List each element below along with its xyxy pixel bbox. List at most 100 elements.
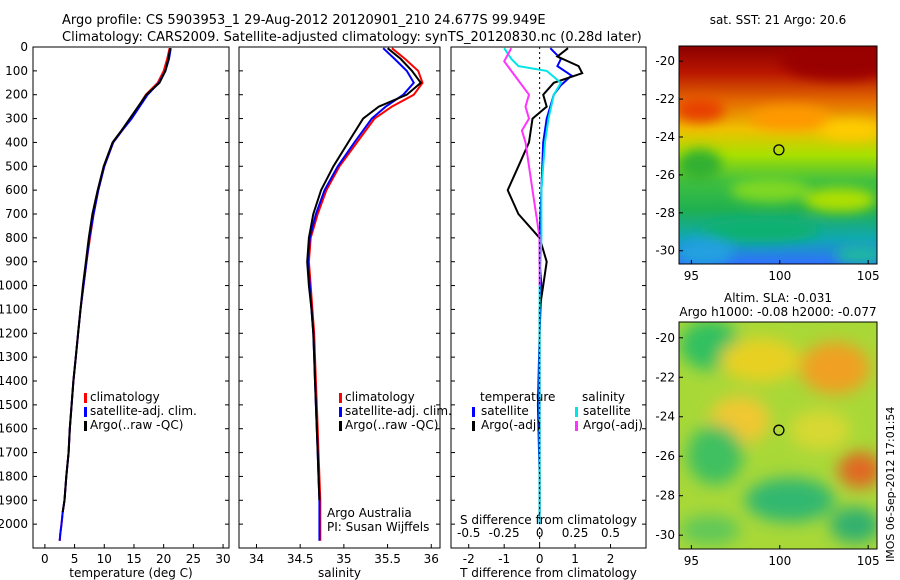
map-y-tick-label: -24 (655, 410, 675, 424)
top-x-tick-label: 0.5 (601, 526, 620, 540)
map-x-tick-label: 100 (768, 269, 791, 283)
x-tick-label: 0 (536, 552, 544, 566)
map-x-tick-label: 105 (857, 554, 880, 568)
legend-label: satellite-adj. clim. (90, 404, 197, 418)
map-x-tick-label: 100 (768, 554, 791, 568)
depth-tick-label: 1900 (0, 493, 28, 507)
legend-label: satellite-adj. clim. (345, 404, 452, 418)
temperature-panel (32, 46, 230, 549)
legend-label: climatology (90, 390, 160, 404)
map-y-tick-label: -28 (655, 489, 675, 503)
legend-label: climatology (345, 390, 415, 404)
x-axis-label: T difference from climatology (459, 566, 637, 580)
map-subtitle: Argo h1000: -0.08 h2000: -0.077 (679, 305, 876, 319)
x-tick-label: 36 (424, 552, 439, 566)
x-axis-label: temperature (deg C) (69, 566, 192, 580)
legend-swatch (472, 421, 475, 431)
map-y-tick-label: -20 (655, 54, 675, 68)
depth-tick-label: 1600 (0, 422, 28, 436)
series-line-3 (503, 47, 541, 286)
depth-tick-label: 600 (5, 183, 28, 197)
depth-tick-label: 1000 (0, 279, 28, 293)
panel-annotation: PI: Susan Wijffels (327, 520, 429, 534)
x-axis-label: salinity (318, 566, 361, 580)
top-x-tick-label: -0.25 (489, 526, 520, 540)
legend-swatch (84, 393, 87, 403)
series-line-2 (306, 47, 423, 501)
legend-label: Argo(-adj) (481, 418, 541, 432)
x-tick-label: -2 (463, 552, 475, 566)
map-y-tick-label: -20 (655, 331, 675, 345)
x-tick-label: 20 (156, 552, 171, 566)
x-tick-label: 30 (215, 552, 230, 566)
depth-tick-label: 0 (20, 40, 28, 54)
depth-tick-label: 1500 (0, 398, 28, 412)
legend-label: Argo(..raw -QC) (345, 418, 438, 432)
map-y-tick-label: -26 (655, 168, 675, 182)
legend-label: Argo(..raw -QC) (90, 418, 183, 432)
x-tick-label: 34.5 (287, 552, 314, 566)
x-tick-label: 15 (126, 552, 141, 566)
map-y-tick-label: -24 (655, 130, 675, 144)
map-y-tick-label: -28 (655, 206, 675, 220)
map-y-tick-label: -30 (655, 244, 675, 258)
x-tick-label: 5 (71, 552, 79, 566)
legend-label: temperature (480, 390, 555, 404)
depth-tick-label: 1200 (0, 326, 28, 340)
legend-swatch (339, 421, 342, 431)
depth-tick-label: 1700 (0, 446, 28, 460)
map-y-tick-label: -22 (655, 370, 675, 384)
legend-swatch (575, 421, 578, 431)
map-y-tick-label: -30 (655, 528, 675, 542)
depth-tick-label: 100 (5, 64, 28, 78)
depth-tick-label: 1800 (0, 469, 28, 483)
x-tick-label: 10 (97, 552, 112, 566)
map-y-tick-label: -26 (655, 449, 675, 463)
x-tick-label: 25 (186, 552, 201, 566)
series-line-2 (61, 48, 172, 513)
map-x-tick-label: 95 (684, 269, 699, 283)
depth-tick-label: 1300 (0, 350, 28, 364)
legend-swatch (575, 407, 578, 417)
figure-title-line2: Climatology: CARS2009. Satellite-adjuste… (62, 30, 642, 45)
panel-annotation: Argo Australia (327, 506, 412, 520)
difference-panel (450, 46, 647, 549)
series-line-2 (503, 47, 563, 525)
depth-tick-label: 500 (5, 159, 28, 173)
map-title: sat. SST: 21 Argo: 20.6 (710, 13, 847, 27)
x-tick-label: 1 (571, 552, 579, 566)
x-tick-label: -1 (498, 552, 510, 566)
depth-tick-label: 1400 (0, 374, 28, 388)
map-title: Altim. SLA: -0.031 (724, 291, 832, 305)
x-tick-label: 35 (336, 552, 351, 566)
x-tick-label: 34 (249, 552, 264, 566)
salinity-panel (238, 46, 441, 549)
legend-swatch (339, 393, 342, 403)
legend-label: salinity (582, 390, 625, 404)
argo-position-marker (773, 144, 785, 156)
x-tick-label: 0 (41, 552, 49, 566)
legend-label: Argo(-adj) (583, 418, 643, 432)
top-x-tick-label: -0.5 (457, 526, 480, 540)
depth-tick-label: 900 (5, 255, 28, 269)
depth-tick-label: 1100 (0, 302, 28, 316)
legend-swatch (339, 407, 342, 417)
depth-tick-label: 2000 (0, 517, 28, 531)
map-x-tick-label: 95 (684, 554, 699, 568)
legend-swatch (84, 421, 87, 431)
depth-tick-label: 400 (5, 135, 28, 149)
argo-position-marker (773, 424, 785, 436)
depth-tick-label: 800 (5, 231, 28, 245)
map-y-tick-label: -22 (655, 92, 675, 106)
legend-swatch (472, 407, 475, 417)
depth-tick-label: 700 (5, 207, 28, 221)
depth-tick-label: 200 (5, 88, 28, 102)
legend-swatch (84, 407, 87, 417)
top-x-tick-label: 0.25 (562, 526, 589, 540)
top-x-tick-label: 0 (536, 526, 544, 540)
sst-map (679, 46, 877, 264)
depth-tick-label: 300 (5, 112, 28, 126)
legend-label: satellite (481, 404, 529, 418)
x-tick-label: 2 (607, 552, 615, 566)
